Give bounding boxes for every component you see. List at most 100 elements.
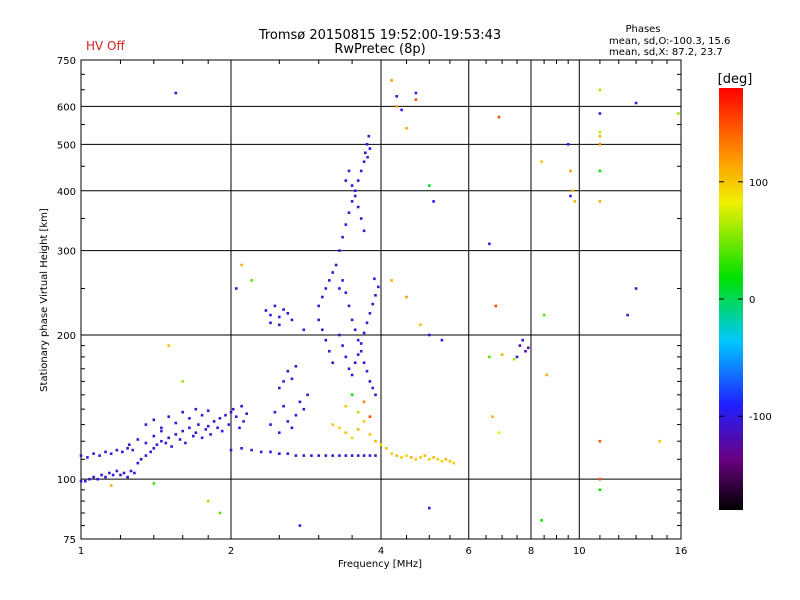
y-tick-label: 600 [57, 102, 76, 113]
data-point [344, 454, 348, 457]
data-point [515, 355, 519, 359]
data-point [440, 459, 444, 463]
data-point [104, 450, 107, 454]
data-point [294, 365, 298, 368]
data-point [362, 229, 366, 233]
data-point [542, 313, 546, 317]
data-point [259, 450, 263, 454]
grid-lines [81, 60, 681, 539]
data-point [353, 194, 357, 198]
data-point [317, 454, 320, 457]
data-point [341, 279, 344, 282]
data-points [79, 79, 680, 527]
data-point [174, 91, 178, 95]
data-point [488, 242, 491, 246]
data-point [566, 143, 570, 146]
data-point [598, 130, 602, 134]
data-point [371, 302, 374, 306]
data-point [373, 277, 376, 281]
x-tick-label: 4 [378, 546, 384, 557]
data-point [658, 439, 661, 443]
data-point [377, 285, 380, 289]
data-point [136, 438, 140, 441]
data-point [321, 328, 324, 332]
data-point [212, 420, 216, 423]
data-point [350, 373, 354, 377]
data-point [338, 287, 341, 290]
data-point [92, 475, 95, 479]
data-point [240, 404, 243, 408]
data-point [362, 454, 366, 457]
data-point [350, 454, 354, 457]
data-point [160, 426, 163, 430]
data-point [368, 415, 372, 418]
colorbar-ticks: 100 0 -100 [719, 178, 772, 423]
data-point [344, 355, 348, 359]
data-point [115, 469, 119, 473]
data-point [350, 436, 354, 440]
data-point [405, 454, 408, 457]
data-point [216, 426, 219, 430]
data-point [152, 434, 156, 438]
data-point [167, 436, 170, 440]
data-point [359, 217, 363, 220]
data-point [194, 407, 198, 411]
data-point [86, 456, 89, 459]
data-point [365, 369, 369, 373]
data-point [181, 380, 184, 383]
chart-subtitle: RwPretec (8p) [334, 42, 425, 57]
x-tick-label: 16 [675, 546, 688, 557]
chart-title: Tromsø 20150815 19:52:00-19:53:43 [258, 28, 501, 43]
data-point [294, 413, 298, 417]
hv-status-label: HV Off [86, 39, 125, 53]
data-point [109, 452, 113, 455]
data-point [598, 200, 602, 203]
data-point [423, 454, 427, 457]
data-point [419, 323, 422, 327]
data-point [144, 441, 148, 445]
data-point [362, 331, 366, 335]
data-point [122, 471, 126, 475]
y-axis-label: Stationary phase Virtual Height [km] [39, 208, 50, 392]
data-point [598, 488, 602, 492]
data-point [512, 357, 516, 361]
data-point [126, 447, 129, 450]
data-point [444, 458, 448, 461]
data-point [269, 450, 272, 454]
data-point [350, 200, 354, 203]
data-point [278, 315, 281, 319]
data-point [224, 413, 227, 417]
data-point [350, 318, 354, 322]
data-point [374, 393, 377, 397]
data-point [298, 524, 302, 527]
data-point [282, 380, 285, 383]
data-point [359, 342, 363, 345]
data-point [347, 169, 351, 173]
data-point [598, 439, 602, 443]
data-point [235, 415, 238, 418]
data-point [344, 291, 348, 294]
y-tick-label: 500 [57, 140, 76, 151]
data-point [344, 223, 348, 226]
data-point [428, 333, 431, 337]
data-point [306, 393, 309, 397]
data-point [115, 448, 119, 452]
data-point [302, 454, 306, 457]
data-point [395, 454, 398, 457]
data-point [269, 423, 272, 426]
data-point [364, 151, 367, 155]
plot-area: 1 2 4 6 8 10 16 75 100 200 300 400 500 600 750 [57, 56, 687, 557]
phases-stat-o: mean, sd,O:-100.3, 15.6 [609, 36, 730, 47]
data-point [170, 445, 173, 448]
data-point [218, 417, 222, 420]
data-point [197, 423, 200, 426]
data-point [184, 441, 187, 445]
data-point [395, 95, 398, 98]
data-point [368, 147, 372, 150]
data-point [344, 431, 348, 434]
data-point [356, 205, 360, 209]
data-point [220, 429, 224, 433]
data-point [353, 361, 357, 364]
data-point [290, 426, 294, 430]
